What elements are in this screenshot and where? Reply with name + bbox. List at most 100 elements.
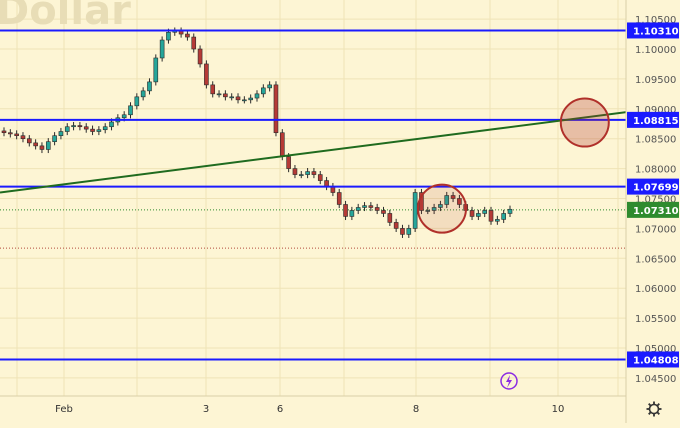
y-tick-label: 1.06500 [635, 254, 676, 265]
candle-body[interactable] [83, 126, 89, 130]
candle-body[interactable] [317, 174, 323, 181]
candle-body[interactable] [71, 125, 76, 128]
candle-body[interactable] [90, 128, 95, 132]
candle-body[interactable] [362, 205, 367, 208]
candle-body[interactable] [197, 48, 203, 65]
candle-body[interactable] [64, 126, 70, 132]
candle-body[interactable] [292, 168, 298, 175]
candle-body[interactable] [128, 105, 133, 116]
y-tick-label: 1.10500 [635, 15, 676, 26]
candle-body[interactable] [298, 174, 304, 176]
candle-body[interactable] [438, 204, 443, 208]
candle-body[interactable] [235, 96, 241, 101]
candle-body[interactable] [229, 96, 234, 99]
candle-body[interactable] [457, 198, 462, 205]
candle-body[interactable] [58, 131, 64, 137]
candle-body[interactable] [507, 208, 513, 214]
candle-body[interactable] [261, 87, 266, 95]
y-tick-label: 1.05000 [635, 344, 676, 355]
candle-body[interactable] [311, 171, 317, 175]
candle-body[interactable] [109, 121, 114, 128]
candle-body[interactable] [210, 84, 216, 95]
candle-body[interactable] [374, 207, 380, 211]
candle-body[interactable] [26, 138, 32, 144]
candle-body[interactable] [96, 129, 102, 132]
candle-body[interactable] [355, 207, 361, 211]
candle-body[interactable] [450, 195, 456, 199]
y-tick-label: 1.07000 [635, 224, 676, 235]
candle-body[interactable] [39, 145, 45, 150]
y-tick-label: 1.05500 [635, 314, 676, 325]
candle-body[interactable] [495, 219, 500, 222]
candle-body[interactable] [20, 135, 26, 140]
candle-body[interactable] [242, 99, 247, 102]
candle-body[interactable] [14, 133, 19, 137]
candle-body[interactable] [444, 195, 450, 205]
candle-body[interactable] [254, 93, 260, 99]
current-price-box [627, 201, 679, 218]
candle-body[interactable] [286, 156, 291, 169]
level-label-box-0 [627, 22, 679, 39]
candle-body[interactable] [349, 210, 355, 217]
candle-body[interactable] [273, 84, 279, 134]
level-label-box-2 [627, 178, 679, 195]
level-label-1: 1.08815 [633, 116, 679, 127]
lightning-icon[interactable] [500, 372, 518, 390]
candle-body[interactable] [216, 93, 222, 96]
candle-body[interactable] [1, 130, 7, 134]
candle-body[interactable] [153, 57, 159, 83]
candle-body[interactable] [33, 142, 38, 147]
candle-body[interactable] [134, 96, 140, 107]
y-tick-label: 1.07500 [635, 195, 676, 206]
candle-body[interactable] [393, 222, 399, 229]
candle-body[interactable] [368, 205, 374, 208]
level-label-box-3 [627, 351, 679, 368]
candle-body[interactable] [381, 210, 386, 214]
level-label-0: 1.10310 [633, 26, 679, 37]
candle-body[interactable] [425, 210, 431, 212]
candle-body[interactable] [343, 204, 348, 217]
candle-body[interactable] [476, 213, 481, 217]
candle-body[interactable] [400, 228, 405, 235]
candle-body[interactable] [482, 210, 488, 214]
candle-body[interactable] [8, 132, 13, 135]
y-tick-label: 1.06000 [635, 284, 676, 295]
candle-body[interactable] [279, 132, 285, 157]
highlight-circle-1[interactable] [559, 97, 610, 148]
candle-body[interactable] [185, 33, 190, 38]
candle-body[interactable] [406, 228, 412, 235]
candle-body[interactable] [147, 81, 152, 92]
candle-body[interactable] [431, 207, 437, 211]
candle-body[interactable] [45, 141, 51, 150]
candle-body[interactable] [305, 171, 310, 175]
trendline[interactable] [0, 106, 667, 194]
candle-body[interactable] [191, 36, 197, 50]
candle-body[interactable] [140, 90, 146, 98]
candle-body[interactable] [387, 213, 393, 223]
gear-icon[interactable] [646, 401, 662, 417]
candle-body[interactable] [159, 39, 165, 59]
candle-body[interactable] [336, 192, 342, 205]
candle-body[interactable] [178, 30, 184, 35]
candle-body[interactable] [52, 135, 57, 142]
current-price-label: 1.07310 [633, 206, 679, 217]
candle-body[interactable] [469, 210, 475, 217]
y-tick-label: 1.09000 [635, 105, 676, 116]
candle-body[interactable] [223, 93, 228, 98]
candle-body[interactable] [77, 125, 83, 128]
highlight-circle-0[interactable] [417, 183, 467, 234]
x-tick-label: 8 [413, 404, 419, 415]
candle-body[interactable] [267, 84, 272, 89]
candle-body[interactable] [166, 31, 171, 41]
candle-body[interactable] [248, 97, 253, 101]
candle-body[interactable] [501, 213, 506, 220]
candle-body[interactable] [204, 63, 209, 86]
candle-body[interactable] [102, 126, 108, 131]
candle-body[interactable] [412, 192, 418, 229]
y-tick-label: 1.08000 [635, 165, 676, 176]
candle-body[interactable] [488, 210, 494, 222]
candle-body[interactable] [121, 114, 127, 119]
